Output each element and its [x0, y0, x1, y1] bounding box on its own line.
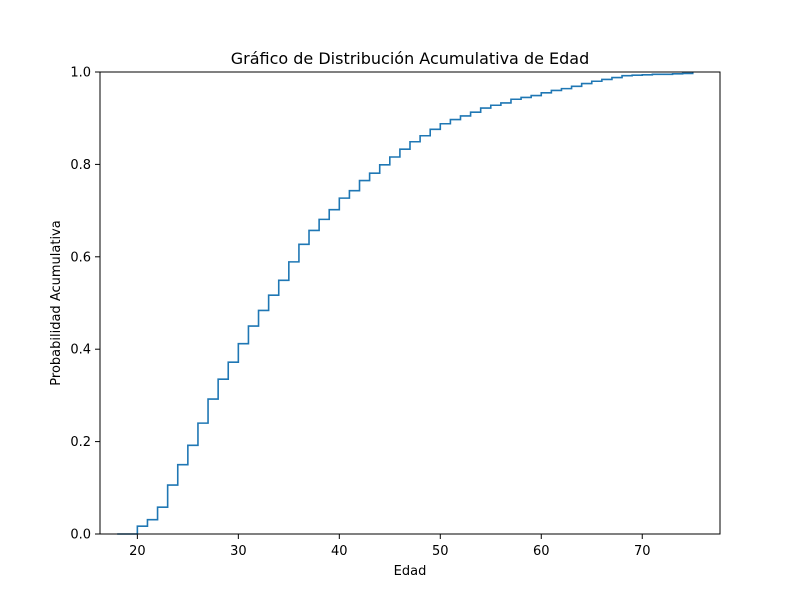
y-tick-label: 0.6 [70, 250, 91, 265]
y-axis: 0.0 0.2 0.4 0.6 0.8 1.0 [70, 66, 100, 543]
y-axis-title: Probabilidad Acumulativa [49, 220, 64, 385]
plot-frame [99, 71, 721, 535]
cdf-step-line [117, 72, 694, 535]
chart-title: Gráfico de Distribución Acumulativa de E… [231, 49, 590, 68]
x-tick-label: 60 [533, 544, 550, 559]
x-axis-title: Edad [394, 564, 427, 579]
x-tick-label: 30 [230, 544, 247, 559]
y-tick-label: 1.0 [70, 66, 91, 81]
x-tick-label: 40 [331, 544, 348, 559]
y-tick-label: 0.2 [70, 435, 91, 450]
x-tick-label: 20 [129, 544, 146, 559]
y-tick-label: 0.4 [70, 343, 91, 358]
x-tick-label: 70 [634, 544, 651, 559]
y-tick-label: 0.0 [70, 528, 91, 543]
x-axis: 20 30 40 50 60 70 [129, 534, 651, 559]
x-tick-label: 50 [432, 544, 449, 559]
y-tick-label: 0.8 [70, 158, 91, 173]
